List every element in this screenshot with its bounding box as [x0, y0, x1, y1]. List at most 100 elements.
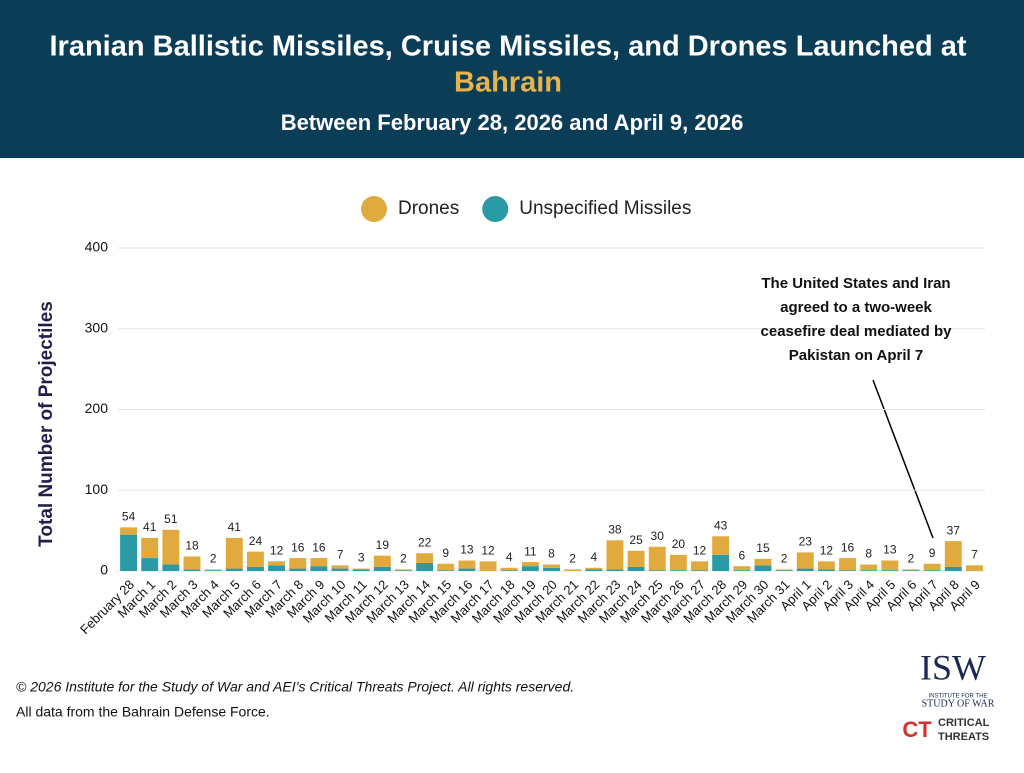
total-label: 4	[506, 550, 513, 564]
total-label: 13	[883, 543, 897, 557]
isw-logo: ISW	[920, 647, 986, 687]
total-label: 6	[738, 548, 745, 562]
footer-source: All data from the Bahrain Defense Force.	[16, 704, 270, 720]
bar-segment	[500, 567, 518, 571]
total-label: 3	[358, 551, 365, 565]
bar-segment	[733, 566, 751, 571]
total-label: 12	[481, 543, 495, 557]
bar-segment	[183, 569, 201, 571]
bar-segment	[225, 537, 243, 569]
total-label: 23	[799, 535, 813, 549]
bar-segment	[373, 566, 391, 571]
bar-segment	[204, 569, 222, 571]
total-label: 9	[929, 546, 936, 560]
bar-segment	[648, 546, 666, 571]
bar-segment	[246, 566, 264, 571]
y-tick-label: 400	[85, 239, 109, 255]
total-label: 16	[841, 540, 855, 554]
total-label: 2	[210, 552, 217, 566]
total-label: 37	[947, 523, 961, 537]
bar-segment	[331, 568, 349, 571]
total-label: 2	[569, 552, 576, 566]
total-label: 7	[971, 548, 978, 562]
bar-segment	[775, 569, 793, 571]
bar-segment	[543, 564, 560, 568]
bar-segment	[162, 529, 180, 565]
bar-segment	[839, 558, 857, 571]
bar-segment	[310, 566, 328, 571]
bar-segment	[564, 569, 582, 571]
total-label: 7	[337, 548, 344, 562]
bar-segment	[352, 568, 370, 570]
bar-segment	[606, 540, 624, 570]
chart-title: Iranian Ballistic Missiles, Cruise Missi…	[49, 31, 966, 63]
bar-segment	[627, 566, 645, 571]
total-label: 2	[781, 552, 788, 566]
bar-segment	[796, 568, 814, 571]
bar-segment	[712, 554, 730, 571]
bar-segment	[754, 565, 772, 571]
y-tick-label: 200	[85, 400, 109, 416]
total-label: 16	[312, 540, 326, 554]
bar-segment	[289, 558, 307, 569]
bar-segment	[733, 570, 751, 571]
bar-segment	[881, 570, 899, 571]
bar-segment	[796, 552, 814, 569]
bar-segment	[606, 569, 624, 571]
bar-segment	[120, 527, 138, 535]
bar-segment	[902, 570, 920, 571]
total-label: 25	[629, 533, 643, 547]
bar-segment	[268, 565, 286, 571]
bar-segment	[817, 561, 835, 570]
y-tick-label: 100	[85, 481, 109, 497]
total-label: 12	[270, 543, 284, 557]
total-label: 2	[400, 552, 407, 566]
bar-segment	[585, 569, 603, 571]
bar-segment	[437, 563, 455, 571]
total-label: 2	[908, 552, 915, 566]
bar-segment	[839, 570, 857, 571]
bar-segment	[120, 534, 138, 571]
bar-segment	[543, 567, 560, 571]
bar-segment	[691, 561, 708, 571]
bar-segment	[268, 561, 286, 566]
bar-segment	[225, 568, 243, 571]
bar-segment	[585, 567, 603, 570]
total-label: 24	[249, 534, 263, 548]
total-label: 9	[442, 546, 449, 560]
bar-segment	[881, 560, 899, 571]
total-label: 8	[865, 547, 872, 561]
bar-segment	[395, 570, 412, 571]
annotation-arrow	[872, 379, 934, 539]
ct-logo-sub: CRITICAL	[938, 717, 990, 729]
bar-segment	[289, 568, 307, 571]
bar-segment	[817, 569, 835, 571]
bar-segment	[331, 565, 349, 569]
annotation: ceasefire deal mediated by	[761, 323, 953, 340]
bar-segment	[669, 554, 687, 571]
bar-segment	[373, 555, 391, 567]
bar-segment	[648, 570, 666, 571]
total-label: 41	[228, 520, 242, 534]
annotation: The United States and Iran	[761, 275, 950, 292]
chart-subtitle: Between February 28, 2026 and April 9, 2…	[281, 110, 744, 135]
bar-segment	[141, 558, 159, 571]
bar-segment	[944, 566, 962, 571]
total-label: 43	[714, 518, 728, 532]
footer-copyright: © 2026 Institute for the Study of War an…	[16, 679, 574, 695]
total-label: 8	[548, 547, 555, 561]
annotation: Pakistan on April 7	[789, 347, 923, 364]
legend-label: Drones	[398, 198, 459, 219]
bar-segment	[500, 570, 518, 571]
bar-segment	[775, 570, 793, 571]
total-label: 15	[756, 541, 770, 555]
bar-segment	[310, 558, 328, 567]
total-label: 16	[291, 540, 305, 554]
bar-segment	[352, 569, 370, 571]
bar-segment	[458, 568, 476, 571]
bar-segment	[923, 563, 941, 571]
bar-segment	[669, 570, 687, 571]
bar-segment	[860, 570, 878, 571]
title-highlight: Bahrain	[454, 67, 562, 99]
